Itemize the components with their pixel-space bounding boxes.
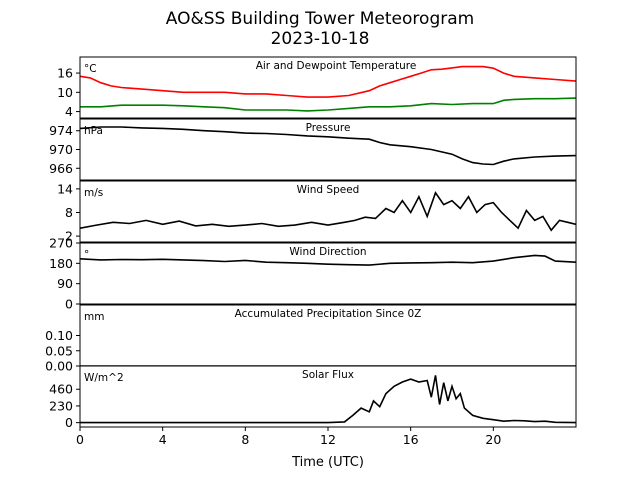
panel-units: mm — [84, 311, 104, 323]
series-line-1-0 — [80, 126, 576, 166]
y-tick-label: 0.00 — [45, 359, 73, 374]
y-tick-label: 970 — [49, 142, 73, 157]
y-tick-label: 966 — [49, 161, 73, 176]
y-tick-label: 230 — [49, 398, 73, 413]
panel-frame — [79, 180, 577, 243]
x-tick-label: 20 — [485, 432, 501, 447]
series-line-0-1 — [80, 97, 576, 112]
panel-0: 4 10 16 Air and Dewpoint Temperature °C — [57, 56, 577, 119]
y-tick-label: 180 — [49, 256, 73, 271]
panel-units: hPa — [84, 125, 103, 137]
panel-units: W/m^2 — [84, 372, 124, 384]
panel-title: Accumulated Precipitation Since 0Z — [235, 308, 422, 320]
y-tick-label: 14 — [57, 181, 73, 196]
panel-title: Wind Direction — [289, 246, 366, 258]
figure-title: AO&SS Building Tower Meteorogram — [166, 9, 474, 29]
x-tick-label: 0 — [76, 432, 84, 447]
panel-units: ° — [84, 249, 89, 261]
panel-title: Air and Dewpoint Temperature — [256, 60, 417, 72]
panel-2: 2 8 14 Wind Speed m/s — [57, 180, 577, 244]
series-line-0-0 — [80, 65, 576, 98]
y-tick-label: 460 — [49, 382, 73, 397]
x-tick-label: 16 — [403, 432, 419, 447]
y-tick-label: 8 — [65, 205, 73, 220]
y-tick-label: 90 — [57, 276, 73, 291]
panel-frame — [79, 56, 577, 119]
panels-group: 4 10 16 Air and Dewpoint Temperature °C 966 97… — [45, 56, 577, 447]
y-tick-label: 0 — [65, 297, 73, 312]
y-tick-label: 0.10 — [45, 328, 73, 343]
series-line-3-0 — [80, 254, 576, 266]
panel-4: 0.000.050.10 Accumulated Precipitation Si… — [45, 304, 577, 374]
y-tick-label: 16 — [57, 66, 73, 81]
y-tick-label: 974 — [49, 123, 73, 138]
x-tick-label: 12 — [320, 432, 336, 447]
x-axis-label: Time (UTC) — [291, 455, 364, 470]
y-tick-label: 10 — [57, 85, 73, 100]
y-tick-label: 2 — [65, 229, 73, 244]
x-tick-label: 4 — [159, 432, 167, 447]
figure-subtitle: 2023-10-18 — [271, 29, 370, 49]
y-tick-label: 0 — [65, 415, 73, 430]
y-tick-label: 270 — [49, 236, 73, 251]
panel-title: Pressure — [306, 122, 351, 134]
series-line-5-0 — [80, 375, 576, 424]
x-tick-label: 8 — [241, 432, 249, 447]
panel-units: m/s — [84, 187, 103, 199]
panel-frame — [79, 242, 577, 305]
panel-title: Wind Speed — [297, 184, 360, 196]
panel-1: 966 970 974 Pressure hPa — [49, 118, 577, 181]
panel-3: 0 90 180 270 Wind Direction ° — [49, 236, 577, 312]
panel-title: Solar Flux — [302, 369, 354, 381]
panel-units: °C — [84, 63, 97, 75]
series-line-2-0 — [80, 191, 576, 232]
y-tick-label: 0.05 — [45, 343, 73, 358]
y-tick-label: 4 — [65, 104, 73, 119]
